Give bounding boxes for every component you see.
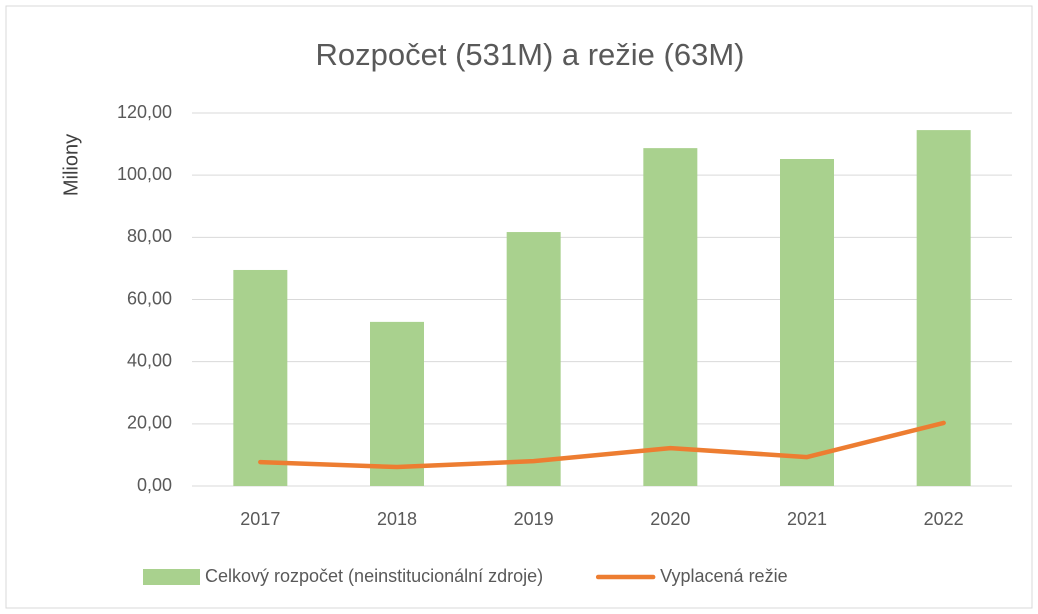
- line: [258, 420, 946, 470]
- x-tick-label: 2021: [787, 509, 827, 529]
- y-tick-label: 120,00: [117, 102, 172, 122]
- bar: [370, 321, 424, 486]
- y-tick-label: 60,00: [127, 288, 172, 308]
- bar: [780, 159, 834, 486]
- y-tick-label: 0,00: [137, 475, 172, 495]
- legend-swatch: [143, 569, 200, 585]
- y-axis-label: Miliony: [60, 134, 82, 196]
- y-tick-label: 100,00: [117, 164, 172, 184]
- x-tick-label: 2022: [924, 509, 964, 529]
- bar: [916, 130, 971, 487]
- bar: [643, 148, 698, 487]
- x-tick-label: 2018: [377, 509, 417, 529]
- x-tick-label: 2017: [240, 509, 280, 529]
- y-tick-label: 40,00: [127, 350, 172, 370]
- bar: [233, 269, 288, 486]
- legend-label: Celkový rozpočet (neinstitucionální zdro…: [205, 566, 543, 586]
- y-tick-label: 20,00: [127, 413, 172, 433]
- x-tick-label: 2019: [514, 509, 554, 529]
- y-tick-label: 80,00: [127, 226, 172, 246]
- legend-label: Vyplacená režie: [660, 566, 787, 586]
- x-tick-label: 2020: [650, 509, 690, 529]
- bar: [506, 232, 561, 486]
- chart-title: Rozpočet (531M) a režie (63M): [316, 37, 745, 72]
